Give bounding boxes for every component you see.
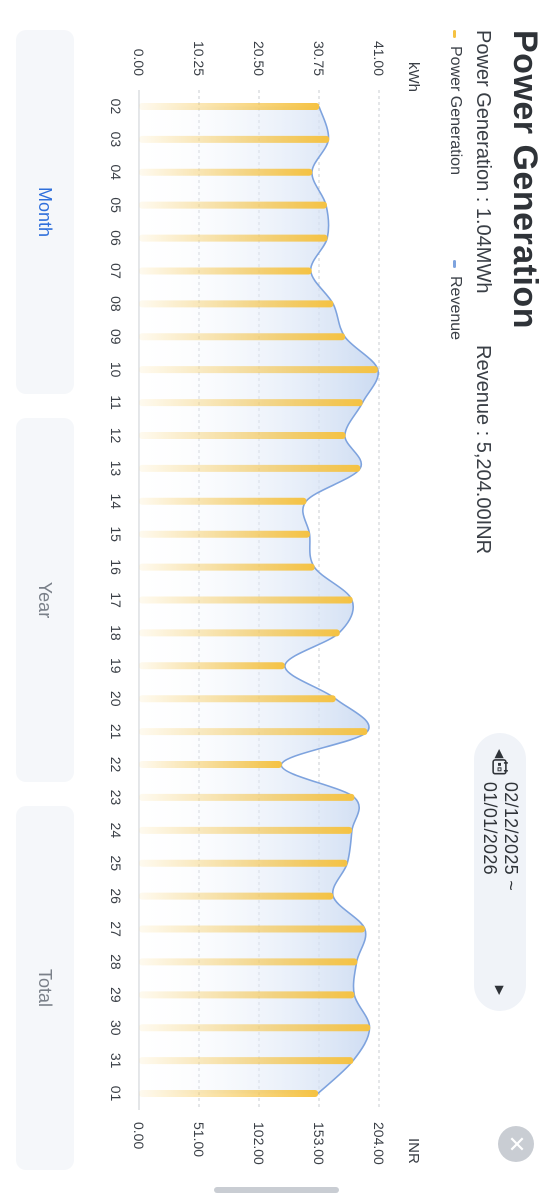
- bar-power-10: [139, 366, 378, 374]
- bar-power-26: [139, 892, 334, 900]
- x-tick-label: 18: [108, 625, 124, 641]
- x-tick-label: 04: [108, 164, 124, 180]
- x-tick-label: 16: [108, 559, 124, 575]
- bar-power-19: [139, 662, 285, 670]
- left-tick-label: 41.00: [371, 41, 387, 76]
- bar-power-05: [139, 201, 327, 209]
- x-tick-label: 07: [108, 263, 124, 279]
- x-tick-label: 12: [108, 428, 124, 444]
- bar-power-29: [139, 991, 355, 999]
- x-tick-label: 06: [108, 230, 124, 246]
- x-tick-label: 03: [108, 132, 124, 148]
- bar-power-01: [139, 1090, 319, 1098]
- bar-power-04: [139, 168, 313, 176]
- left-tick-label: 20.50: [251, 41, 267, 76]
- x-tick-label: 23: [108, 790, 124, 806]
- bar-power-22: [138, 761, 282, 769]
- bar-power-03: [139, 135, 330, 143]
- x-tick-label: 01: [108, 1086, 124, 1102]
- x-tick-label: 05: [108, 197, 124, 213]
- left-tick-label: 10.25: [191, 41, 207, 76]
- bar-power-08: [139, 300, 334, 308]
- date-range-selector[interactable]: ◀ 02/12/2025 ~ 01/01/2026 ▶: [474, 733, 526, 1011]
- power-revenue-chart: 0.00 10.25 20.50 30.75 41.00 0.00 51.00 102.00 1…: [108, 41, 387, 1165]
- x-tick-label: 14: [108, 494, 124, 510]
- bar-power-28: [139, 958, 358, 966]
- right-tick-label: 153.00: [311, 1122, 327, 1165]
- x-tick-label: 29: [108, 987, 124, 1003]
- tab-total[interactable]: Total: [16, 806, 74, 1170]
- x-tick-label: 27: [108, 921, 124, 937]
- left-tick-label: 30.75: [311, 41, 327, 76]
- x-tick-label: 26: [108, 888, 124, 904]
- x-tick-label: 10: [108, 362, 124, 378]
- bar-power-02: [139, 102, 320, 110]
- x-tick-label: 08: [108, 296, 124, 312]
- bar-power-17: [139, 596, 353, 604]
- bar-power-12: [139, 431, 346, 439]
- bar-power-09: [139, 333, 346, 341]
- bar-power-16: [139, 563, 315, 571]
- x-tick-label: 20: [108, 691, 124, 707]
- bar-power-15: [139, 530, 310, 538]
- bar-power-06: [139, 234, 328, 242]
- x-tick-label: 11: [108, 395, 124, 410]
- bar-power-27: [139, 925, 365, 933]
- bar-power-30: [139, 1024, 371, 1032]
- bar-power-23: [139, 793, 355, 801]
- period-tabs: Month Year Total: [16, 30, 74, 1170]
- x-tick-label: 13: [108, 461, 124, 477]
- right-tick-label: 51.00: [191, 1122, 207, 1157]
- bar-power-21: [139, 728, 368, 736]
- x-tick-label: 21: [108, 724, 124, 740]
- x-tick-label: 30: [108, 1020, 124, 1036]
- bar-power-31: [139, 1057, 354, 1065]
- bar-power-24: [139, 826, 353, 834]
- bar-power-25: [139, 859, 348, 867]
- bar-power-14: [139, 497, 307, 505]
- x-tick-label: 19: [108, 658, 124, 674]
- tab-year[interactable]: Year: [16, 418, 74, 782]
- x-tick-label: 22: [108, 757, 124, 773]
- left-tick-label: 0.00: [131, 49, 147, 76]
- calendar-icon: [492, 759, 508, 775]
- tab-month[interactable]: Month: [16, 30, 74, 394]
- bar-power-18: [139, 629, 340, 637]
- home-indicator: [214, 1187, 339, 1193]
- bar-power-20: [139, 695, 336, 703]
- x-tick-label: 31: [108, 1053, 124, 1069]
- x-tick-label: 15: [108, 526, 124, 542]
- x-tick-label: 24: [108, 823, 124, 839]
- bar-power-13: [139, 464, 361, 472]
- x-tick-label: 28: [108, 954, 124, 970]
- right-tick-label: 204.00: [371, 1122, 387, 1165]
- x-tick-label: 25: [108, 855, 124, 871]
- x-tick-label: 02: [108, 99, 124, 115]
- bar-power-11: [139, 399, 363, 407]
- right-tick-label: 0.00: [131, 1122, 147, 1149]
- bar-power-07: [139, 267, 312, 275]
- x-tick-label: 09: [108, 329, 124, 345]
- x-tick-label: 17: [108, 592, 124, 608]
- right-tick-label: 102.00: [251, 1122, 267, 1165]
